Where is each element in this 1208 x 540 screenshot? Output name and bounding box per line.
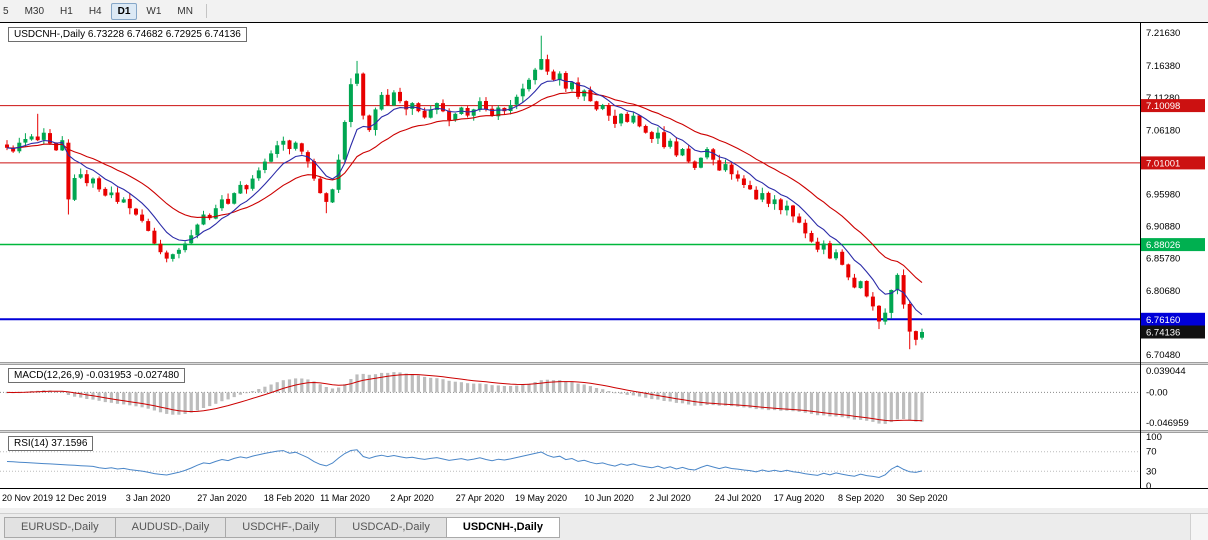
timeframe-toolbar: 5 M30 H1 H4 D1 W1 MN [0,0,1208,22]
price-tick-label: 7.21630 [1146,28,1180,39]
rsi-line [6,449,923,479]
macd-histogram [5,372,924,424]
macd-signal-line [6,373,923,422]
date-label: 3 Jan 2020 [125,493,171,503]
date-label: 19 May 2020 [514,493,568,503]
date-label: 12 Dec 2019 [55,493,107,503]
price-badge-label: 7.01001 [1146,158,1180,169]
date-label: 27 Apr 2020 [455,493,505,503]
timeframe-button-5[interactable]: 5 [3,5,9,17]
price-badge-6-88026 [1141,238,1205,252]
timeframe-button-m30[interactable]: M30 [24,5,45,17]
price-badge-label: 7.10098 [1146,101,1180,112]
time-axis[interactable]: 20 Nov 2019 12 Dec 2019 3 Jan 2020 27 Jan 2… [0,489,1208,508]
price-axis[interactable]: 7.21630 7.16380 7.11280 7.06180 6.95980 6.908… [1141,28,1205,361]
date-label: 20 Nov 2019 [2,493,54,503]
pane-splitter[interactable] [0,430,1208,433]
chart-tab-usdcad-daily[interactable]: USDCAD-,Daily [335,517,447,538]
rsi-axis-label: 70 [1146,447,1157,458]
chart-window: 7.21630 7.16380 7.11280 7.06180 6.95980 6.908… [0,22,1208,508]
timeframe-button-d1[interactable]: D1 [110,2,138,20]
price-badge-6-74136 [1141,325,1205,339]
chart-tab-usdcnh-daily[interactable]: USDCNH-,Daily [445,517,560,538]
chart-tab-audusd-daily[interactable]: AUDUSD-,Daily [114,517,227,538]
price-tick-label: 7.11280 [1146,93,1180,104]
price-tick-label: 6.85780 [1146,254,1180,265]
chart-symbol-header: USDCNH-,Daily 6.73228 6.74682 6.72925 6.… [8,27,247,42]
macd-axis-label: -0.00 [1146,387,1168,398]
rsi-axis-label: 0 [1146,481,1151,489]
price-tick-label: 6.80680 [1146,286,1180,297]
timeframe-button-h4[interactable]: H4 [88,5,102,17]
chart-tabs-bar: EURUSD-,Daily AUDUSD-,Daily USDCHF-,Daily U… [0,513,1208,540]
date-label: 2 Jul 2020 [649,493,691,503]
chart-tab-eurusd-daily[interactable]: EURUSD-,Daily [4,517,116,538]
date-label: 11 Mar 2020 [320,493,370,503]
chart-canvas[interactable]: 7.21630 7.16380 7.11280 7.06180 6.95980 6.908… [0,22,1208,489]
price-badge-7-10098 [1141,99,1205,113]
ma-fast-line [6,78,923,316]
date-label: 30 Sep 2020 [896,493,948,503]
date-label: 17 Aug 2020 [773,493,825,503]
price-tick-label: 7.06180 [1146,125,1180,136]
date-label: 10 Jun 2020 [584,493,634,503]
chart-background [0,22,1208,489]
rsi-axis-label: 30 [1146,466,1157,477]
toolbar-separator [205,4,207,18]
price-badge-label: 6.76160 [1146,315,1180,326]
ma-slow-line [6,91,923,284]
rsi-axis-label: 100 [1146,432,1162,443]
rsi-axis: 100 70 30 0 [1146,432,1162,489]
timeframe-button-w1[interactable]: W1 [146,5,162,17]
price-tick-label: 6.70480 [1146,350,1180,361]
date-label: 24 Jul 2020 [714,493,762,503]
candlestick-series [5,35,924,350]
pane-splitter[interactable] [0,362,1208,365]
date-label: 18 Feb 2020 [263,493,315,503]
chart-tab-usdchf-daily[interactable]: USDCHF-,Daily [225,517,337,538]
timeframe-button-mn[interactable]: MN [177,5,193,17]
price-tick-label: 6.90880 [1146,222,1180,233]
date-label: 8 Sep 2020 [837,493,885,503]
price-badge-6-76160 [1141,312,1205,326]
macd-header: MACD(12,26,9) -0.031953 -0.027480 [8,368,186,383]
rsi-header: RSI(14) 37.1596 [8,436,94,451]
horizontal-levels [0,105,1140,321]
scrollbar-corner[interactable] [1190,514,1208,540]
macd-axis: 0.039044 -0.00 -0.046959 [1146,366,1189,429]
date-label: 2 Apr 2020 [390,493,434,503]
price-badge-label: 6.74136 [1146,328,1180,339]
date-label: 27 Jan 2020 [197,493,247,503]
price-tick-label: 7.16380 [1146,61,1180,72]
price-tick-label: 6.95980 [1146,190,1180,201]
macd-axis-label: -0.046959 [1146,418,1189,429]
price-badge-label: 6.88026 [1146,240,1180,251]
price-badge-7-01001 [1141,156,1205,170]
timeframe-button-h1[interactable]: H1 [60,5,73,17]
macd-axis-label: 0.039044 [1146,366,1186,377]
